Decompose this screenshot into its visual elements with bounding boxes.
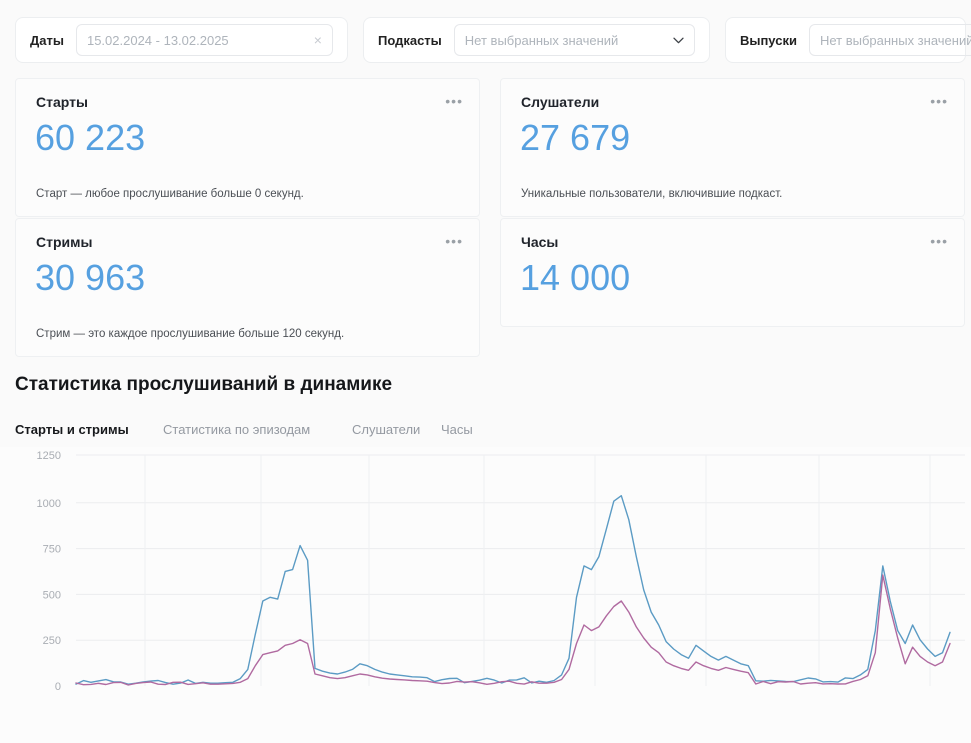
- svg-text:750: 750: [43, 544, 61, 556]
- svg-text:500: 500: [43, 589, 61, 601]
- svg-text:1250: 1250: [37, 450, 61, 462]
- svg-text:250: 250: [43, 635, 61, 647]
- svg-text:0: 0: [55, 681, 61, 693]
- svg-text:1000: 1000: [37, 498, 61, 510]
